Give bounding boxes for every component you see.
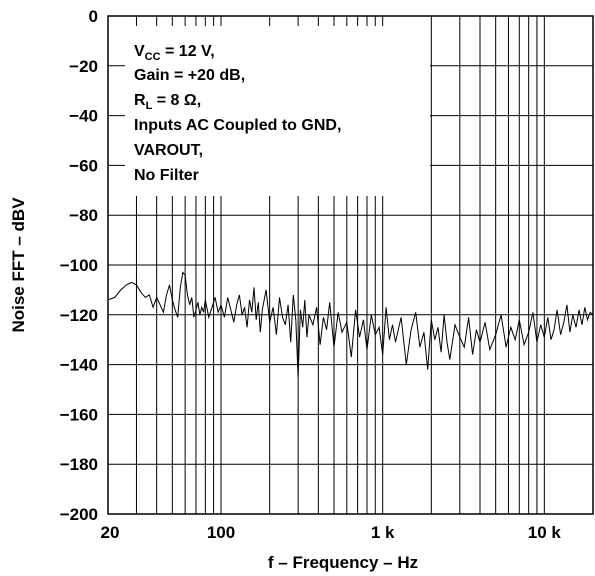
annotation-varout: VAROUT, [134, 142, 203, 159]
y-tick-label: −160 [60, 405, 98, 424]
x-tick-label: 1 k [371, 523, 395, 542]
plot-frame [107, 15, 594, 515]
annotation-vcc-prefix: V [134, 43, 145, 60]
x-tick-label: 10 k [528, 523, 562, 542]
y-tick-label: −100 [60, 256, 98, 275]
annotation-rl-sub: L [146, 100, 153, 112]
annotation-rl-prefix: R [134, 92, 146, 109]
x-tick-label: 100 [207, 523, 235, 542]
annotation-filter: No Filter [134, 167, 199, 184]
y-tick-label: −80 [69, 206, 98, 225]
y-tick-label: 0 [89, 7, 98, 26]
series-layer [107, 271, 594, 378]
x-tick-labels: 20 100 1 k 10 k [101, 523, 562, 542]
y-tick-label: −180 [60, 455, 98, 474]
annotation-vcc-sub: CC [145, 51, 161, 63]
noise-series-line [107, 271, 594, 378]
annotation-background [125, 26, 430, 196]
x-axis-label: f – Frequency – Hz [268, 553, 418, 572]
annotation-vcc: VCC = 12 V, [134, 43, 215, 63]
annotation-rl-rest: = 8 Ω, [152, 92, 201, 109]
annotation-block: VCC = 12 V, Gain = +20 dB, RL = 8 Ω, Inp… [134, 43, 341, 184]
y-tick-label: −120 [60, 306, 98, 325]
annotation-vcc-rest: = 12 V, [161, 43, 215, 60]
annotation-rl: RL = 8 Ω, [134, 92, 201, 112]
y-tick-label: −60 [69, 156, 98, 175]
annotation-gain: Gain = +20 dB, [134, 67, 245, 84]
y-tick-label: −140 [60, 356, 98, 375]
y-axis-label: Noise FFT – dBV [9, 197, 28, 333]
y-tick-label: −200 [60, 505, 98, 524]
y-tick-labels: 0 −20 −40 −60 −80 −100 −120 −140 −160 −180 −200 [60, 7, 98, 524]
y-tick-label: −40 [69, 107, 98, 126]
annotation-inputs: Inputs AC Coupled to GND, [134, 117, 341, 134]
y-tick-label: −20 [69, 57, 98, 76]
x-tick-label: 20 [101, 523, 120, 542]
